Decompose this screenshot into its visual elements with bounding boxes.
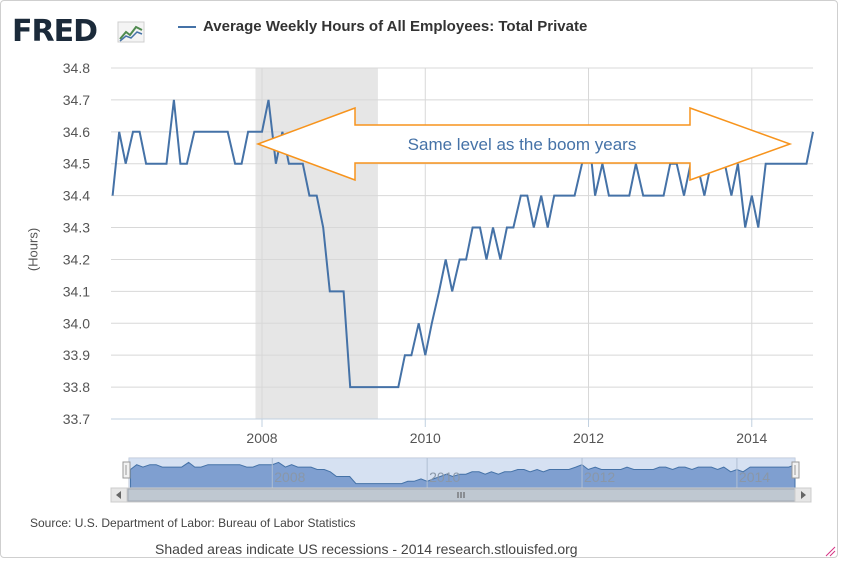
y-tick-label: 33.9	[63, 347, 90, 363]
legend-line-swatch	[178, 25, 196, 28]
scrollbar-grip-icon	[457, 492, 465, 498]
y-tick-label: 33.8	[63, 379, 90, 395]
fred-logo[interactable]: FRED	[12, 14, 98, 49]
legend[interactable]: Average Weekly Hours of All Employees: T…	[178, 18, 587, 35]
navigator-series-area	[129, 461, 796, 489]
arrow-right-icon	[801, 491, 806, 499]
navigator-tick-label: 2014	[739, 469, 770, 485]
arrow-left-icon	[116, 491, 121, 499]
navigator-tick-label: 2010	[429, 469, 460, 485]
resize-grip-icon[interactable]	[824, 545, 836, 557]
navigator-tick-label: 2012	[584, 469, 615, 485]
y-tick-label: 34.4	[63, 188, 90, 204]
y-tick-label: 34.1	[63, 283, 90, 299]
y-tick-label: 34.2	[63, 251, 90, 267]
legend-series-title: Average Weekly Hours of All Employees: T…	[203, 18, 588, 35]
navigator[interactable]: 2008 2010 2012 2014	[122, 457, 800, 489]
y-tick-label: 34.0	[63, 315, 90, 331]
scrollbar[interactable]	[110, 487, 812, 503]
y-tick-label: 33.7	[63, 411, 90, 427]
navigator-tick-label: 2008	[274, 469, 305, 485]
y-tick-label: 34.5	[63, 156, 90, 172]
y-tick-label: 34.7	[63, 92, 90, 108]
source-note: Source: U.S. Department of Labor: Bureau…	[30, 516, 356, 530]
x-tick-label: 2008	[246, 430, 277, 446]
x-tick-label: 2010	[410, 430, 441, 446]
recession-shade	[255, 68, 378, 419]
y-tick-label: 34.3	[63, 220, 90, 236]
y-tick-label: 34.8	[63, 60, 90, 76]
footer-note[interactable]: Shaded areas indicate US recessions - 20…	[155, 541, 578, 557]
y-tick-label: 34.6	[63, 124, 90, 140]
x-tick-label: 2014	[736, 430, 767, 446]
x-tick-label: 2012	[573, 430, 604, 446]
annotation-double-arrow	[255, 106, 793, 182]
annotation-text: Same level as the boom years	[408, 135, 637, 154]
fred-graph-icon	[117, 21, 145, 43]
